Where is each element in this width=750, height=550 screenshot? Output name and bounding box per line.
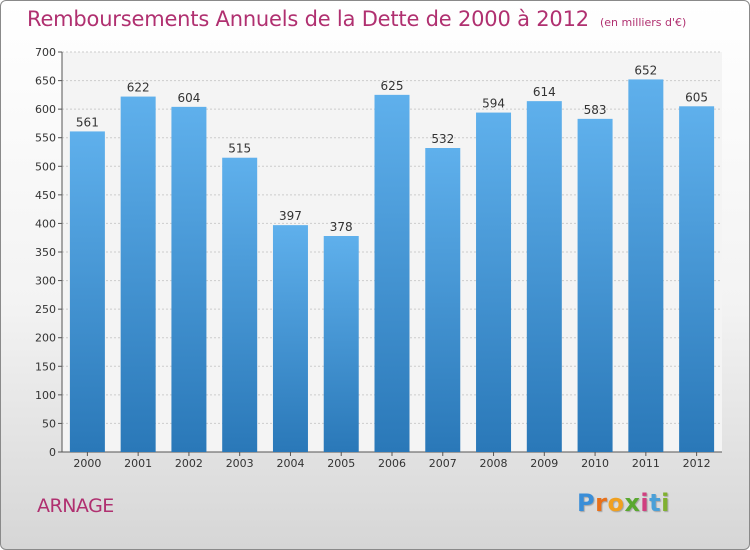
bar-value-label: 605 xyxy=(685,90,708,104)
bar-value-label: 532 xyxy=(431,132,454,146)
logo-letter: r xyxy=(595,489,608,517)
logo-letter: x xyxy=(624,489,641,517)
bar-value-label: 652 xyxy=(634,63,657,77)
bar-value-label: 625 xyxy=(381,79,404,93)
chart-title: Remboursements Annuels de la Dette de 20… xyxy=(27,7,589,31)
chart-subtitle: (en milliers d'€) xyxy=(600,16,687,29)
logo-letter: t xyxy=(649,489,662,517)
y-tick-label: 600 xyxy=(35,103,56,116)
chart-header: Remboursements Annuels de la Dette de 20… xyxy=(27,7,686,31)
x-tick-label: 2003 xyxy=(226,457,254,470)
bar-value-label: 583 xyxy=(584,103,607,117)
y-tick-label: 200 xyxy=(35,332,56,345)
x-tick-label: 2004 xyxy=(276,457,304,470)
bar xyxy=(69,131,105,452)
place-name: ARNAGE xyxy=(37,495,114,517)
bar-value-label: 397 xyxy=(279,209,302,223)
bar xyxy=(374,94,410,452)
y-tick-label: 550 xyxy=(35,132,56,145)
bar-value-label: 561 xyxy=(76,115,99,129)
bar xyxy=(679,106,715,453)
y-tick-label: 0 xyxy=(49,446,56,459)
x-tick-label: 2012 xyxy=(683,457,711,470)
logo-letter: P xyxy=(577,489,596,517)
proxiti-logo: Proxiti xyxy=(577,489,670,517)
y-tick-label: 300 xyxy=(35,275,56,288)
bar xyxy=(628,79,664,452)
y-tick-label: 100 xyxy=(35,389,56,402)
bar xyxy=(577,118,613,452)
bar-value-label: 604 xyxy=(177,91,200,105)
x-tick-label: 2001 xyxy=(124,457,152,470)
x-tick-label: 2006 xyxy=(378,457,406,470)
logo-letter: o xyxy=(607,489,625,517)
bar-value-label: 622 xyxy=(127,81,150,95)
bar-value-label: 614 xyxy=(533,85,556,99)
x-tick-label: 2010 xyxy=(581,457,609,470)
logo-letter: i xyxy=(661,489,670,517)
bar-value-label: 515 xyxy=(228,142,251,156)
x-tick-label: 2007 xyxy=(429,457,457,470)
bar xyxy=(526,101,562,453)
bar xyxy=(425,148,461,452)
x-tick-label: 2005 xyxy=(327,457,355,470)
y-tick-label: 700 xyxy=(35,46,56,59)
bar-value-label: 378 xyxy=(330,220,353,234)
x-tick-label: 2011 xyxy=(632,457,660,470)
y-tick-label: 400 xyxy=(35,217,56,230)
y-tick-label: 250 xyxy=(35,303,56,316)
bar xyxy=(171,106,207,452)
bar-value-label: 594 xyxy=(482,97,505,111)
x-tick-label: 2000 xyxy=(73,457,101,470)
y-tick-label: 650 xyxy=(35,75,56,88)
x-tick-label: 2008 xyxy=(480,457,508,470)
y-tick-label: 450 xyxy=(35,189,56,202)
logo-letter: i xyxy=(640,489,650,517)
x-tick-label: 2002 xyxy=(175,457,203,470)
y-tick-label: 500 xyxy=(35,160,56,173)
bar xyxy=(120,96,156,453)
bar xyxy=(272,225,308,452)
y-tick-label: 350 xyxy=(35,246,56,259)
bar xyxy=(476,112,512,453)
y-tick-label: 50 xyxy=(42,417,56,430)
x-tick-label: 2009 xyxy=(530,457,558,470)
bar xyxy=(222,157,258,452)
y-tick-label: 150 xyxy=(35,360,56,373)
bar xyxy=(323,236,359,452)
